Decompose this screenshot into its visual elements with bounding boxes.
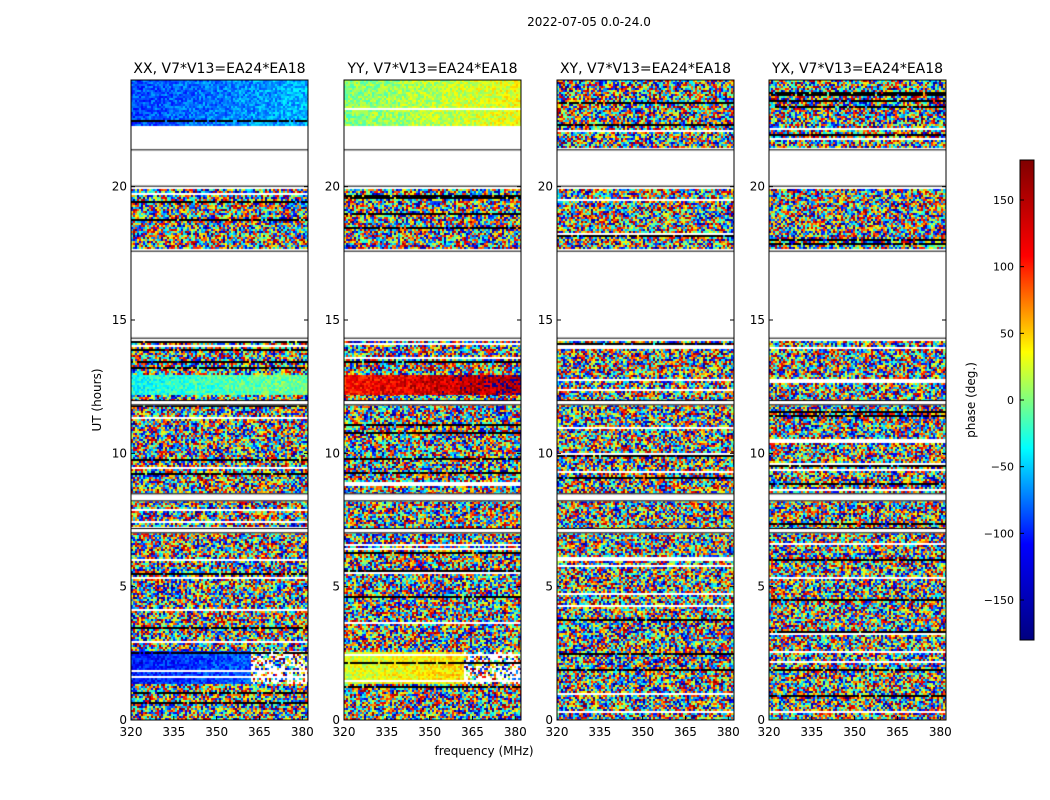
x-tick-label-0-2: 350 [205,725,228,739]
y-tick-label-3-4: 20 [750,180,765,194]
panel-1: YY, V7*V13=EA24*EA18 320 335 350 365 380 0 5 10 1… [325,61,527,739]
x-tick-label-2-2: 350 [631,725,654,739]
colorbar-tick-label-2: 50 [1000,327,1014,340]
y-tick-label-0-1: 5 [119,580,127,594]
y-tick-label-1-4: 20 [325,180,340,194]
colorbar: 150 100 50 0 −50 −100 −150 phase (deg.) [964,159,1035,641]
x-tick-label-1-1: 335 [375,725,398,739]
y-axis-label: UT (hours) [90,368,104,431]
x-tick-label-1-0: 320 [333,725,356,739]
panel-frame-3 [768,79,947,721]
figure-suptitle: 2022-07-05 0.0-24.0 [527,15,651,29]
colorbar-tick-label-6: −150 [984,594,1014,607]
panel-frame-2 [556,79,735,721]
x-tick-label-0-3: 365 [248,725,271,739]
colorbar-ticks: 150 100 50 0 −50 −100 −150 [984,194,1024,607]
x-axis-label: frequency (MHz) [434,744,533,758]
colorbar-tick-label-5: −100 [984,527,1014,540]
y-tick-label-0-2: 10 [112,446,127,460]
panel-title-3: YX, V7*V13=EA24*EA18 [771,61,943,77]
y-tick-label-3-2: 10 [750,446,765,460]
y-tick-label-2-3: 15 [538,313,553,327]
panel-heatmap-1 [344,80,521,720]
y-tick-label-0-0: 0 [119,713,127,727]
y-tick-label-1-3: 15 [325,313,340,327]
x-tick-label-0-1: 335 [162,725,185,739]
y-tick-label-3-1: 5 [757,580,765,594]
x-tick-label-2-4: 380 [717,725,740,739]
panel-title-0: XX, V7*V13=EA24*EA18 [133,61,305,77]
x-tick-label-0-4: 380 [291,725,314,739]
y-tick-label-2-2: 10 [538,446,553,460]
x-tick-label-2-0: 320 [546,725,569,739]
panel-frame-0 [130,79,309,721]
y-tick-label-0-4: 20 [112,180,127,194]
x-tick-label-3-0: 320 [758,725,781,739]
x-tick-label-2-1: 335 [588,725,611,739]
panel-title-1: YY, V7*V13=EA24*EA18 [346,61,517,77]
y-tick-label-2-1: 5 [545,580,553,594]
colorbar-tick-label-4: −50 [991,461,1014,474]
panels-group: XX, V7*V13=EA24*EA18 320 335 350 365 380 0 5 10 1… [112,61,952,739]
panel-3: YX, V7*V13=EA24*EA18 320 335 350 365 380 0 5 10 1… [750,61,952,739]
x-tick-label-3-3: 365 [886,725,909,739]
x-tick-label-0-0: 320 [120,725,143,739]
x-tick-label-3-2: 350 [843,725,866,739]
x-tick-label-1-3: 365 [461,725,484,739]
x-tick-label-3-4: 380 [929,725,952,739]
panel-heatmap-2 [557,80,734,720]
panel-2: XY, V7*V13=EA24*EA18 320 335 350 365 380 0 5 10 1… [538,61,740,739]
colorbar-tick-label-0: 150 [993,194,1014,207]
x-tick-label-3-1: 335 [800,725,823,739]
panel-frame-1 [343,79,522,721]
colorbar-tick-label-3: 0 [1007,394,1014,407]
panel-0: XX, V7*V13=EA24*EA18 320 335 350 365 380 0 5 10 1… [112,61,314,739]
y-tick-label-1-2: 10 [325,446,340,460]
x-tick-label-1-2: 350 [418,725,441,739]
y-tick-label-3-3: 15 [750,313,765,327]
colorbar-label: phase (deg.) [964,362,978,438]
colorbar-tick-label-1: 100 [993,261,1014,274]
y-tick-label-2-0: 0 [545,713,553,727]
x-tick-label-2-3: 365 [674,725,697,739]
y-tick-label-2-4: 20 [538,180,553,194]
y-tick-label-0-3: 15 [112,313,127,327]
y-tick-label-1-1: 5 [332,580,340,594]
y-tick-label-1-0: 0 [332,713,340,727]
panel-heatmap-0 [131,80,308,720]
y-tick-label-3-0: 0 [757,713,765,727]
x-tick-label-1-4: 380 [504,725,527,739]
panel-heatmap-3 [769,80,946,720]
panel-title-2: XY, V7*V13=EA24*EA18 [560,61,731,77]
